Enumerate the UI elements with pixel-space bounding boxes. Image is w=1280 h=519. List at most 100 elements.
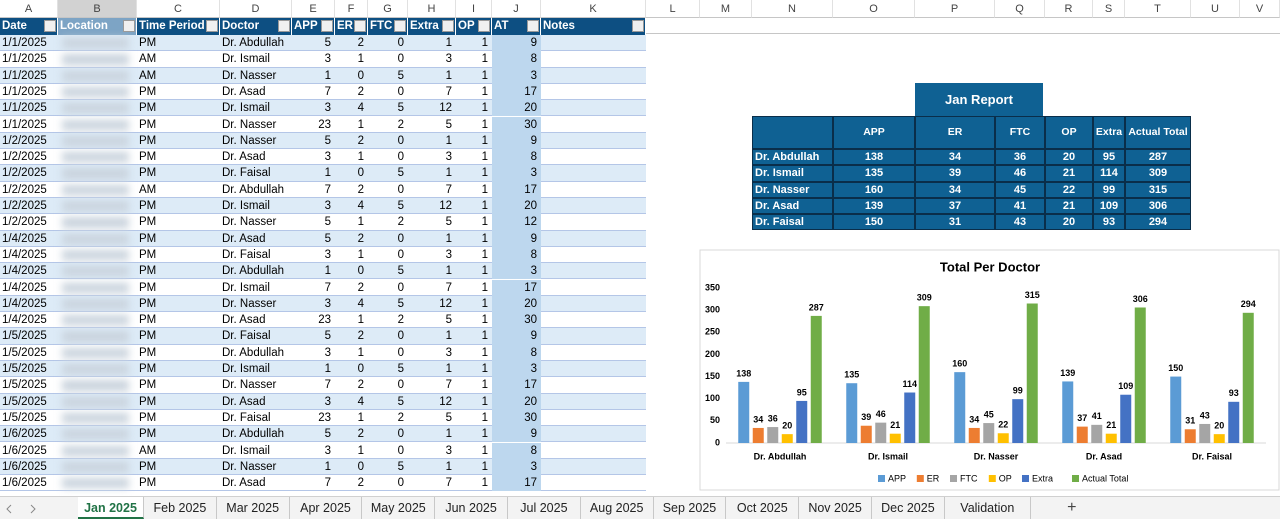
filter-button[interactable]: [394, 20, 406, 32]
at-column-fill: [492, 181, 541, 198]
table-row: [0, 132, 646, 150]
column-header[interactable]: Q: [995, 0, 1045, 18]
at-column-fill: [492, 100, 541, 117]
column-header[interactable]: O: [833, 0, 915, 18]
column-header[interactable]: B: [58, 0, 137, 18]
column-header[interactable]: R: [1045, 0, 1093, 18]
x-tick-label: Dr. Ismail: [868, 451, 908, 461]
number-cell: 9: [530, 37, 537, 49]
x-tick-label: Dr. Asad: [1086, 451, 1122, 461]
sheet-tab[interactable]: Jul 2025: [508, 497, 581, 519]
text-cell: Dr. Abdullah: [222, 346, 285, 359]
column-header[interactable]: E: [292, 0, 335, 18]
filter-button[interactable]: [354, 20, 366, 32]
at-column-fill: [492, 475, 541, 492]
add-sheet-button[interactable]: +: [1067, 499, 1077, 516]
filter-button[interactable]: [206, 20, 218, 32]
column-header[interactable]: I: [456, 0, 492, 18]
table-row: [0, 198, 646, 215]
column-header[interactable]: T: [1125, 0, 1191, 18]
legend-label: FTC: [960, 473, 978, 483]
number-cell: 0: [397, 37, 404, 49]
sheet-tab[interactable]: Mar 2025: [217, 497, 290, 519]
number-cell: 23: [318, 314, 331, 327]
number-cell: 1: [324, 69, 331, 82]
number-cell: 0: [357, 460, 364, 473]
bar: [983, 423, 995, 443]
text-cell: Dr. Asad: [222, 151, 266, 164]
at-column-fill: [492, 442, 541, 459]
number-cell: 8: [530, 248, 537, 261]
filter-button[interactable]: [44, 20, 56, 32]
number-cell: 1: [481, 346, 488, 359]
column-header[interactable]: N: [752, 0, 833, 18]
report-value: 43: [995, 214, 1045, 231]
column-header[interactable]: S: [1093, 0, 1125, 18]
table-row: [0, 149, 646, 166]
number-cell: 12: [439, 102, 452, 115]
column-header[interactable]: U: [1191, 0, 1240, 18]
sheet-tab[interactable]: Validation: [945, 497, 1031, 519]
column-header[interactable]: P: [915, 0, 995, 18]
text-cell: Dr. Abdullah: [222, 428, 285, 441]
report-value: 93: [1093, 214, 1125, 231]
filter-button[interactable]: [442, 20, 454, 32]
number-cell: 1: [481, 395, 488, 408]
column-header[interactable]: C: [137, 0, 220, 18]
column-header[interactable]: G: [368, 0, 408, 18]
column-header[interactable]: H: [408, 0, 456, 18]
filter-button[interactable]: [321, 20, 333, 32]
table-row: [0, 409, 646, 427]
sheet-tab[interactable]: Aug 2025: [581, 497, 654, 519]
location-cell-blurred: [62, 331, 129, 342]
location-cell-blurred: [62, 70, 129, 81]
sheet-tab[interactable]: Sep 2025: [654, 497, 727, 519]
data-label: 34: [969, 414, 979, 424]
number-cell: 1: [481, 167, 488, 180]
sheet-tab[interactable]: Jun 2025: [435, 497, 508, 519]
sheet-tab[interactable]: May 2025: [362, 497, 436, 519]
column-header[interactable]: M: [700, 0, 752, 18]
column-header[interactable]: K: [541, 0, 646, 18]
sheet-tab[interactable]: Apr 2025: [290, 497, 363, 519]
text-cell: 1/1/2025: [2, 37, 47, 49]
filter-button[interactable]: [123, 20, 135, 32]
column-header[interactable]: F: [335, 0, 368, 18]
sheet-tab[interactable]: Dec 2025: [872, 497, 945, 519]
location-cell-blurred: [62, 298, 129, 310]
filter-button[interactable]: [632, 20, 644, 32]
table-header: Date: [0, 18, 58, 35]
column-header[interactable]: L: [646, 0, 700, 18]
at-column-fill: [492, 116, 541, 133]
report-doctor: Dr. Nasser: [752, 181, 833, 198]
filter-button[interactable]: [278, 20, 290, 32]
filter-button[interactable]: [527, 20, 539, 32]
bar: [1213, 434, 1225, 443]
at-column-fill: [492, 344, 541, 361]
number-cell: 0: [397, 248, 404, 261]
number-cell: 5: [397, 102, 404, 115]
at-column-fill: [492, 377, 541, 394]
report-value: 139: [833, 197, 915, 215]
filter-button[interactable]: [478, 20, 490, 32]
bar: [1091, 424, 1103, 443]
text-cell: Dr. Ismail: [222, 281, 270, 294]
at-column-fill: [492, 214, 541, 231]
report-value: 20: [1045, 214, 1093, 231]
column-header[interactable]: D: [220, 0, 292, 18]
column-header[interactable]: A: [0, 0, 58, 18]
sheet-tab[interactable]: Jan 2025: [78, 497, 144, 519]
number-cell: 2: [357, 379, 364, 392]
sheet-tab[interactable]: Feb 2025: [144, 497, 217, 519]
number-cell: 3: [530, 460, 537, 473]
column-header[interactable]: J: [492, 0, 541, 18]
number-cell: 7: [324, 281, 331, 294]
text-cell: PM: [139, 297, 157, 310]
text-cell: AM: [139, 69, 157, 82]
at-column-fill: [492, 458, 541, 476]
number-cell: 1: [481, 134, 488, 147]
report-value: 109: [1093, 197, 1125, 215]
sheet-tab[interactable]: Oct 2025: [726, 497, 800, 519]
sheet-tab[interactable]: Nov 2025: [799, 497, 872, 519]
